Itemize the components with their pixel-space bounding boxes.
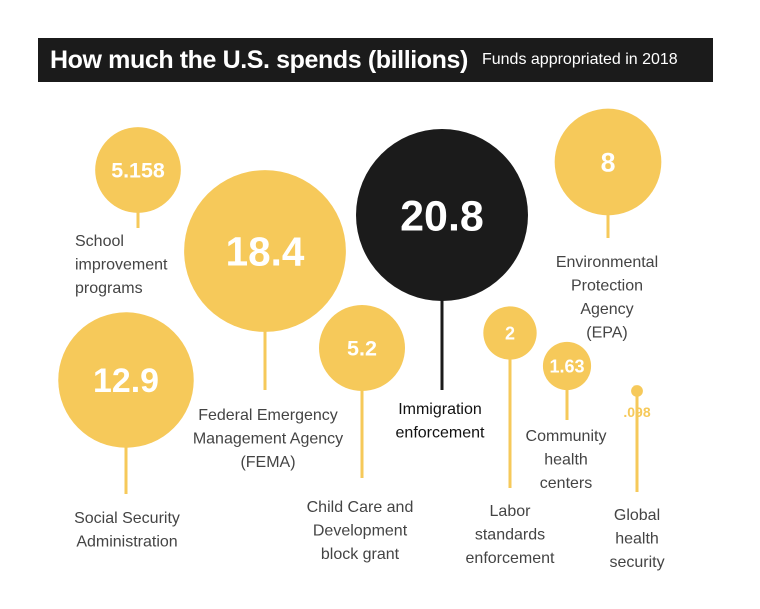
bubble-value-label: 18.4 [226,229,305,275]
bubble [356,129,528,301]
bubble-category-label: Community health centers [526,428,607,492]
chart-subtitle: Funds appropriated in 2018 [481,51,678,68]
bubble-value-label: 20.8 [400,192,484,240]
bubble [184,170,346,332]
bubble-category-label: Social Security Administration [74,510,180,551]
bubble-value-label: 1.63 [549,356,584,376]
bubble-value-label: 8 [601,148,616,178]
bubble-value-label: 5.2 [347,337,377,361]
bubble [554,108,662,216]
bubble-category-label: Child Care and Development block grant [307,499,414,563]
bubble [542,341,592,391]
bubble-category-label: Environmental Protection Agency (EPA) [556,254,658,342]
bubble [483,306,537,360]
bubble-category-label: Global health security [609,507,664,571]
bubble-value-label: 12.9 [93,362,159,400]
bubble-category-label: Labor standards enforcement [466,503,555,567]
bubble-category-label: School improvement programs [75,233,168,297]
bubble [319,305,405,391]
bubble [631,385,643,397]
bubble [58,312,194,448]
bubble-category-label: Immigration enforcement [396,401,485,442]
bubble-value-label: 5.158 [111,159,165,183]
title-bar: How much the U.S. spends (billions) Fund… [38,38,713,82]
bubble-category-label: Federal Emergency Management Agency (FEMA) [193,407,343,471]
chart-title: How much the U.S. spends (billions) [50,45,468,74]
bubble [95,127,181,213]
bubble-value-label: .098 [623,404,650,420]
bubble-value-label: 2 [505,323,515,343]
